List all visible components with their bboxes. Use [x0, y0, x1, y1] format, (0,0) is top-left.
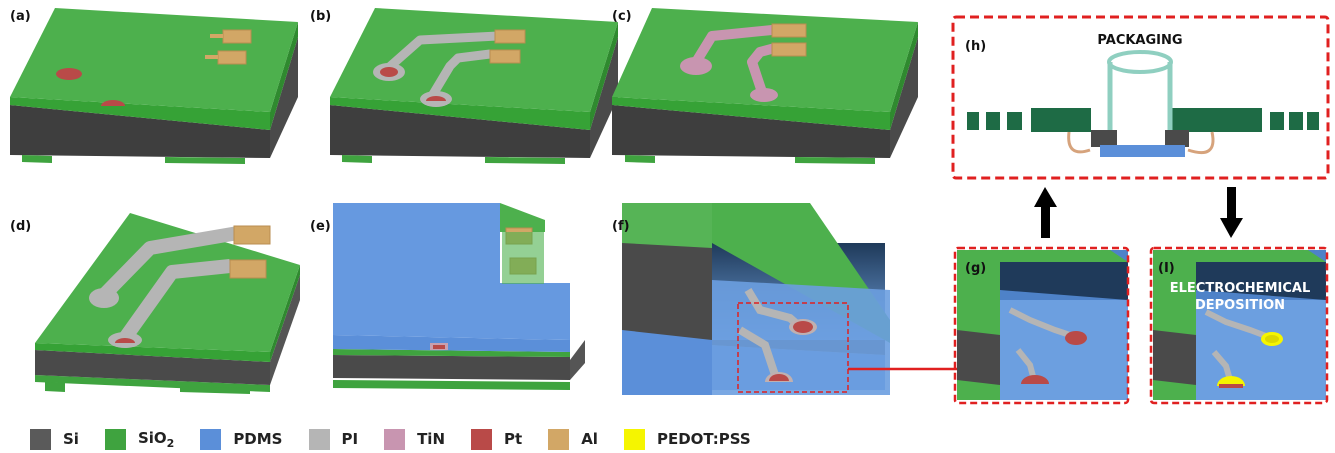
callout-box-h	[951, 15, 1330, 180]
legend-swatch	[384, 428, 406, 450]
deposition-label-line2: DEPOSITION	[1195, 298, 1285, 313]
step-e-chip	[333, 203, 585, 390]
deposition-label-line1: ELECTROCHEMICAL	[1170, 281, 1310, 296]
material-legend: Si SiO2 PDMS PI TiN Pt Al PEDOT:PSS	[30, 428, 777, 450]
panel-label-i: (I)	[1158, 261, 1175, 276]
panel-label-d: (d)	[10, 219, 31, 234]
step-i-chip	[1153, 250, 1326, 400]
step-c-chip	[612, 8, 918, 164]
step-a-chip	[10, 8, 298, 164]
panel-label-e: (e)	[310, 219, 331, 234]
legend-swatch	[548, 428, 570, 450]
legend-label: PEDOT:PSS	[656, 430, 751, 448]
legend-item: Al	[548, 428, 598, 450]
panel-label-f: (f)	[612, 219, 630, 234]
legend-label: Pt	[504, 430, 523, 448]
legend-item: PEDOT:PSS	[623, 428, 751, 450]
panel-label-a: (a)	[10, 9, 31, 24]
legend-item: Si	[30, 428, 79, 450]
legend-item: PI	[308, 428, 359, 450]
legend-label: SiO2	[137, 428, 175, 450]
zoom-region-box	[737, 302, 849, 393]
step-b-chip	[330, 8, 618, 164]
packaging-cross-section	[967, 50, 1319, 157]
legend-swatch	[104, 428, 126, 450]
callout-box-g	[953, 246, 1130, 405]
legend-label: PDMS	[233, 430, 283, 448]
legend-swatch	[30, 428, 51, 450]
panel-label-h: (h)	[965, 39, 986, 54]
legend-swatch	[623, 428, 645, 450]
legend-item: PDMS	[200, 428, 283, 450]
arrow-up-icon	[1034, 187, 1057, 238]
packaging-title: PACKAGING	[1097, 33, 1182, 48]
legend-item: SiO2	[104, 428, 175, 450]
process-flow-diagram: (a) (b) (c) (d) (e) (f) (h) (g) (I) PACK…	[10, 8, 1330, 405]
arrow-down-icon	[1220, 187, 1243, 238]
legend-swatch	[200, 428, 222, 450]
step-g-chip	[957, 250, 1128, 400]
legend-label: Al	[581, 430, 598, 448]
legend-item: Pt	[471, 428, 523, 450]
legend-swatch	[308, 428, 330, 450]
legend-label: TiN	[417, 430, 446, 448]
panel-label-g: (g)	[965, 261, 986, 276]
callout-box-i	[1149, 246, 1329, 405]
step-f-chip	[622, 203, 890, 395]
legend-label: Si	[63, 430, 79, 448]
panel-label-c: (c)	[612, 9, 632, 24]
panel-label-b: (b)	[310, 9, 331, 24]
legend-label-subscript: 2	[166, 436, 175, 450]
legend-swatch	[471, 428, 493, 450]
step-d-chip	[35, 213, 300, 394]
legend-item: TiN	[384, 428, 446, 450]
legend-label: PI	[341, 430, 359, 448]
